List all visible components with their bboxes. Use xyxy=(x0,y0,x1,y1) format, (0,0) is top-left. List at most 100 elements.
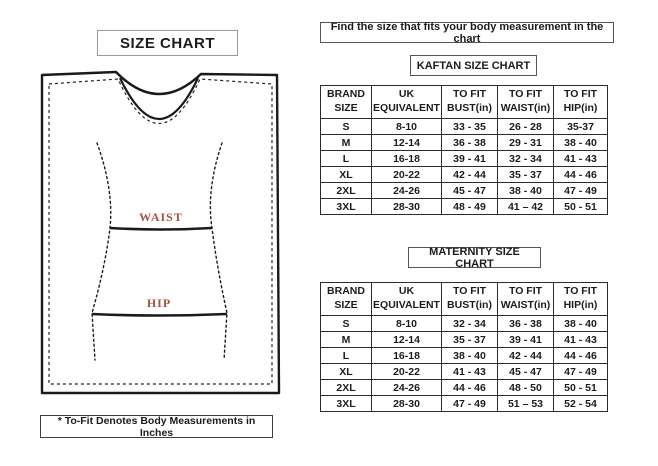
table-cell: XL xyxy=(320,363,372,380)
table-cell: 47 - 49 xyxy=(553,182,608,199)
table-cell: 35 - 37 xyxy=(497,166,554,183)
table-cell: 38 - 40 xyxy=(553,315,608,332)
table-cell: 50 - 51 xyxy=(553,379,608,396)
table-cell: 48 - 50 xyxy=(497,379,554,396)
table-cell: 3XL xyxy=(320,198,372,215)
table-cell: 38 - 40 xyxy=(553,134,608,151)
table-cell: 28-30 xyxy=(371,395,442,412)
instruction-text: Find the size that fits your body measur… xyxy=(330,20,604,45)
column-header: TO FIT HIP(in) xyxy=(553,282,608,316)
table-cell: 32 - 34 xyxy=(441,315,498,332)
table-cell: 45 - 47 xyxy=(441,182,498,199)
column-header: TO FIT WAIST(in) xyxy=(497,282,554,316)
table-cell: S xyxy=(320,118,372,135)
stitch-line xyxy=(48,78,273,385)
table-cell: L xyxy=(320,347,372,364)
table-cell: 44 - 46 xyxy=(441,379,498,396)
table-row: S 8-10 33 - 35 26 - 28 35-37 xyxy=(320,118,608,135)
column-header: BRAND SIZE xyxy=(320,282,372,316)
maternity-table-title-text: MATERNITY SIZE CHART xyxy=(429,245,520,270)
table-cell: 2XL xyxy=(320,182,372,199)
table-cell: 47 - 49 xyxy=(553,363,608,380)
maternity-size-table: BRAND SIZE UK EQUIVALENT TO FIT BUST(in) TO FI… xyxy=(320,282,608,412)
table-cell: 12-14 xyxy=(371,134,442,151)
table-cell: 38 - 40 xyxy=(497,182,554,199)
table-cell: 32 - 34 xyxy=(497,150,554,167)
kaftan-diagram: WAIST HIP xyxy=(40,70,281,395)
table-cell: 35 - 37 xyxy=(441,331,498,348)
table-cell: 20-22 xyxy=(371,166,442,183)
column-header: TO FIT HIP(in) xyxy=(553,85,608,119)
column-header: TO FIT WAIST(in) xyxy=(497,85,554,119)
table-cell: 2XL xyxy=(320,379,372,396)
waist-line xyxy=(109,226,213,231)
table-row: M 12-14 35 - 37 39 - 41 41 - 43 xyxy=(320,331,608,348)
table-cell: 16-18 xyxy=(371,347,442,364)
table-cell: 44 - 46 xyxy=(553,166,608,183)
table-cell: 39 - 41 xyxy=(441,150,498,167)
column-header: UK EQUIVALENT xyxy=(371,85,442,119)
table-cell: XL xyxy=(320,166,372,183)
table-cell: 39 - 41 xyxy=(497,331,554,348)
table-cell: 41 – 42 xyxy=(497,198,554,215)
table-row: L 16-18 38 - 40 42 - 44 44 - 46 xyxy=(320,347,608,364)
table-row: L 16-18 39 - 41 32 - 34 41 - 43 xyxy=(320,150,608,167)
table-row: XL 20-22 42 - 44 35 - 37 44 - 46 xyxy=(320,166,608,183)
table-cell: 36 - 38 xyxy=(441,134,498,151)
table-row: S 8-10 32 - 34 36 - 38 38 - 40 xyxy=(320,315,608,332)
table-cell: 36 - 38 xyxy=(497,315,554,332)
table-cell: S xyxy=(320,315,372,332)
instruction-banner: Find the size that fits your body measur… xyxy=(320,20,614,45)
waist-label: WAIST xyxy=(139,210,183,224)
table-cell: 35-37 xyxy=(553,118,608,135)
table-cell: L xyxy=(320,150,372,167)
table-cell: 41 - 43 xyxy=(553,150,608,167)
body-silhouette-right xyxy=(209,142,228,361)
to-fit-note: * To-Fit Denotes Body Measurements in In… xyxy=(40,414,273,439)
column-header: BRAND SIZE xyxy=(320,85,372,119)
table-cell: 3XL xyxy=(320,395,372,412)
column-header: UK EQUIVALENT xyxy=(371,282,442,316)
hip-line xyxy=(91,312,228,317)
table-cell: 41 - 43 xyxy=(441,363,498,380)
table-cell: 51 – 53 xyxy=(497,395,554,412)
table-cell: 42 - 44 xyxy=(441,166,498,183)
table-cell: 24-26 xyxy=(371,379,442,396)
to-fit-note-text: * To-Fit Denotes Body Measurements in In… xyxy=(57,414,256,439)
table-cell: 24-26 xyxy=(371,182,442,199)
kaftan-table-title: KAFTAN SIZE CHART xyxy=(410,55,537,76)
table-cell: 48 - 49 xyxy=(441,198,498,215)
table-cell: 42 - 44 xyxy=(497,347,554,364)
table-cell: 26 - 28 xyxy=(497,118,554,135)
table-cell: 41 - 43 xyxy=(553,331,608,348)
kaftan-size-table: BRAND SIZE UK EQUIVALENT TO FIT BUST(in) TO FI… xyxy=(320,85,608,215)
table-cell: 52 - 54 xyxy=(553,395,608,412)
kaftan-table-title-text: KAFTAN SIZE CHART xyxy=(416,59,531,72)
page-title: SIZE CHART xyxy=(97,30,238,56)
table-row: 2XL 24-26 44 - 46 48 - 50 50 - 51 xyxy=(320,379,608,396)
table-row: M 12-14 36 - 38 29 - 31 38 - 40 xyxy=(320,134,608,151)
header-row: BRAND SIZE UK EQUIVALENT TO FIT BUST(in) TO FI… xyxy=(320,85,608,119)
hip-label: HIP xyxy=(147,296,171,310)
table-cell: 20-22 xyxy=(371,363,442,380)
table-cell: 28-30 xyxy=(371,198,442,215)
table-row: 3XL 28-30 47 - 49 51 – 53 52 - 54 xyxy=(320,395,608,412)
table-cell: M xyxy=(320,331,372,348)
table-cell: 29 - 31 xyxy=(497,134,554,151)
table-cell: 38 - 40 xyxy=(441,347,498,364)
column-header: TO FIT BUST(in) xyxy=(441,282,498,316)
page-title-text: SIZE CHART xyxy=(120,34,215,52)
table-cell: 47 - 49 xyxy=(441,395,498,412)
table-cell: 8-10 xyxy=(371,315,442,332)
table-row: 3XL 28-30 48 - 49 41 – 42 50 - 51 xyxy=(320,198,608,215)
header-row: BRAND SIZE UK EQUIVALENT TO FIT BUST(in) TO FI… xyxy=(320,282,608,316)
neckline-inner-curve xyxy=(119,77,199,120)
table-cell: 44 - 46 xyxy=(553,347,608,364)
table-cell: 33 - 35 xyxy=(441,118,498,135)
table-cell: 16-18 xyxy=(371,150,442,167)
table-cell: 8-10 xyxy=(371,118,442,135)
garment-outline xyxy=(40,70,281,395)
table-cell: 12-14 xyxy=(371,331,442,348)
column-header: TO FIT BUST(in) xyxy=(441,85,498,119)
